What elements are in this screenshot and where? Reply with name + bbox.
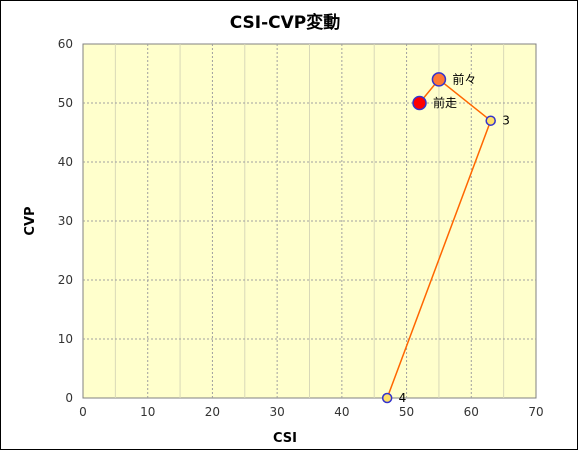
point-label: 前々 [452,71,476,86]
data-point [485,115,496,126]
x-tick-label: 0 [79,405,87,419]
x-tick-label: 50 [399,405,414,419]
x-tick-label: 40 [334,405,349,419]
point-label: 4 [399,391,407,405]
data-point [412,95,427,111]
y-tick-label: 40 [58,155,73,169]
tick-labels: 0 10 20 30 40 50 60 70 0 10 20 30 40 50 60 [58,37,544,419]
y-tick-label: 30 [58,214,73,228]
y-axis-label: CVP [23,206,38,235]
gridlines [83,44,536,398]
y-tick-label: 50 [58,96,73,110]
y-tick-label: 20 [58,273,73,287]
y-tick-label: 10 [58,332,73,346]
x-tick-label: 20 [205,405,220,419]
series-line [386,78,492,399]
x-axis-label: CSI [273,431,297,446]
chart-title: CSI-CVP変動 [230,12,341,33]
data-point [381,392,393,404]
x-tick-label: 10 [140,405,155,419]
point-label: 3 [502,114,510,128]
point-label: 前走 [433,95,457,110]
data-point [431,72,447,87]
x-tick-label: 70 [528,405,543,419]
data-series: 前走 前々 3 4 [381,71,510,405]
y-tick-label: 60 [58,37,73,51]
x-tick-label: 60 [464,405,479,419]
y-tick-label: 0 [65,391,73,405]
x-tick-label: 30 [270,405,285,419]
